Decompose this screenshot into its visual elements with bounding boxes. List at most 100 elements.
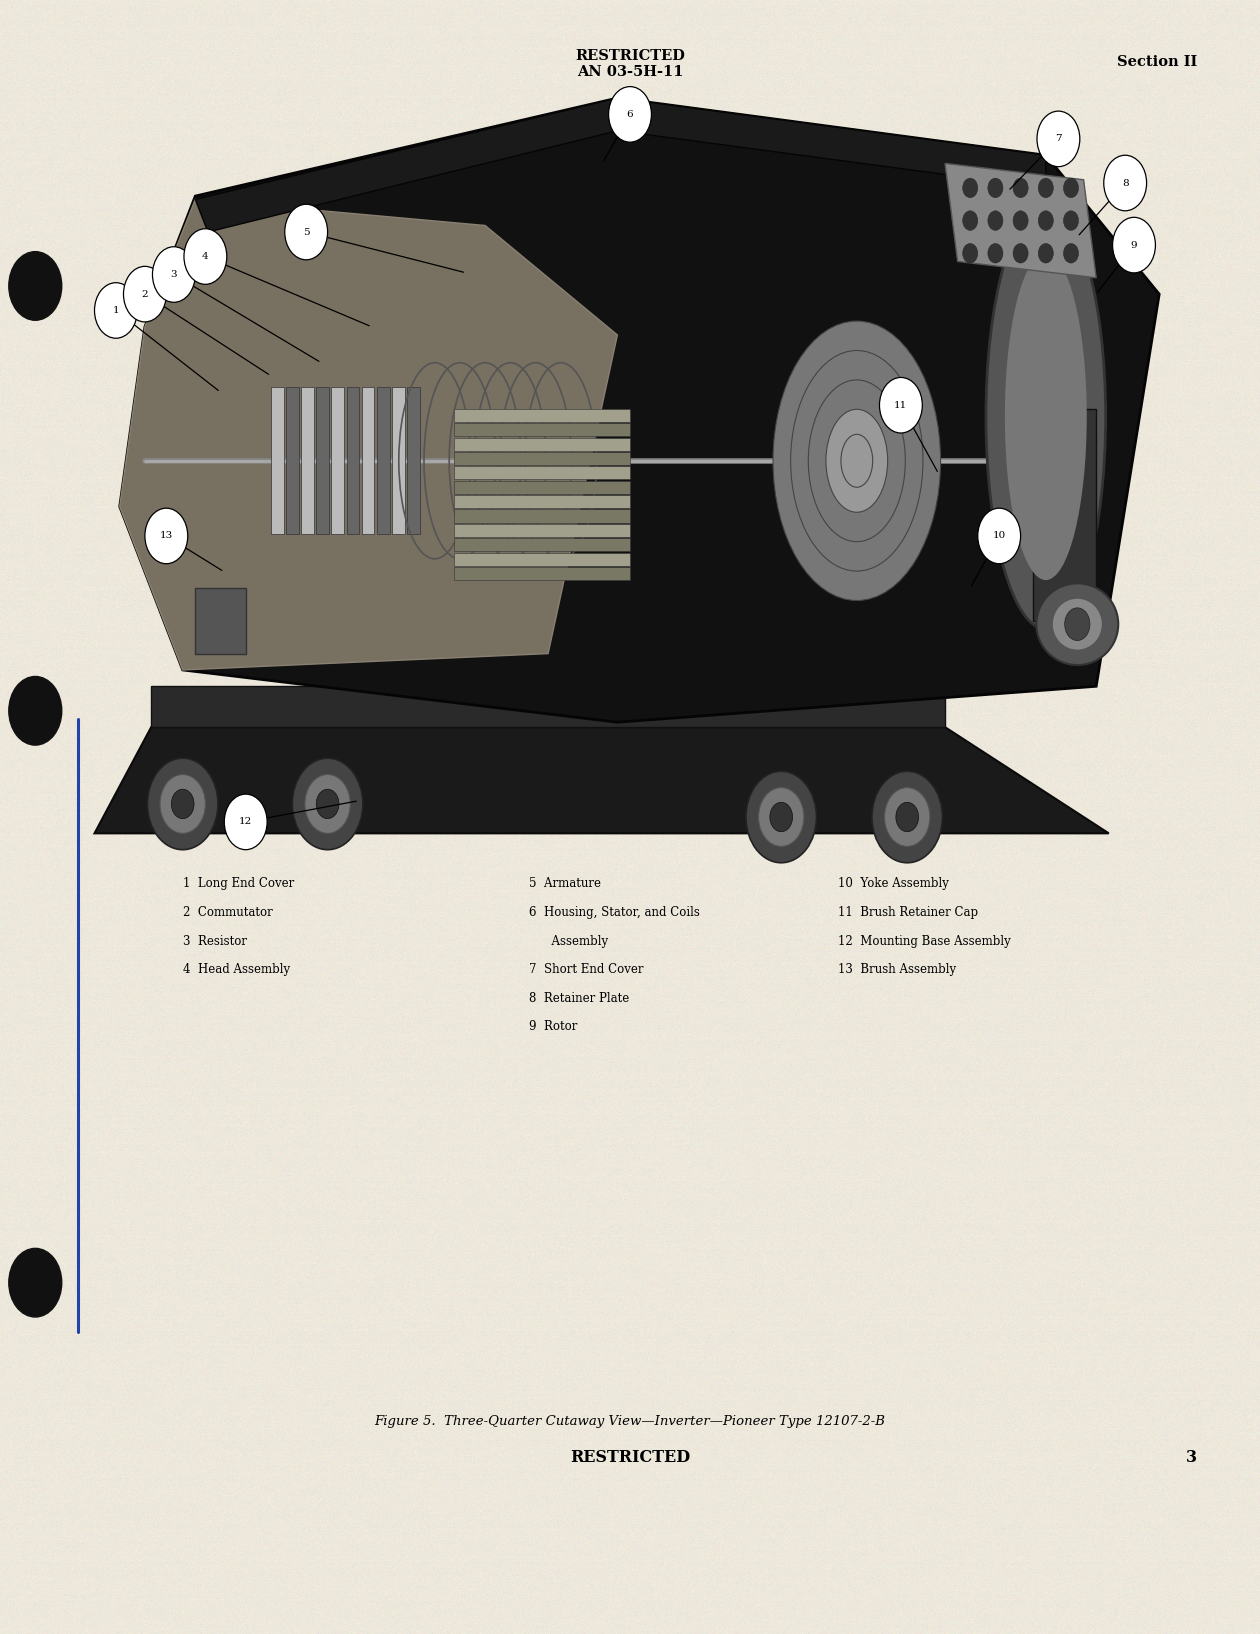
Polygon shape <box>94 727 1109 833</box>
Text: Section II: Section II <box>1116 56 1197 69</box>
Text: 9: 9 <box>1130 240 1138 250</box>
Polygon shape <box>945 163 1096 278</box>
Bar <box>392 387 404 534</box>
Circle shape <box>988 178 1003 198</box>
Polygon shape <box>120 98 1159 722</box>
Circle shape <box>171 789 194 819</box>
Circle shape <box>9 676 62 745</box>
Text: RESTRICTED: RESTRICTED <box>570 1449 690 1466</box>
Text: AN 03-5H-11: AN 03-5H-11 <box>577 65 683 78</box>
Bar <box>454 552 630 565</box>
Text: 8: 8 <box>1121 178 1129 188</box>
Circle shape <box>160 775 205 833</box>
Text: 13  Brush Assembly: 13 Brush Assembly <box>838 964 956 975</box>
Text: 13: 13 <box>160 531 173 541</box>
Circle shape <box>152 247 195 302</box>
Circle shape <box>885 788 930 846</box>
Ellipse shape <box>774 320 941 601</box>
Ellipse shape <box>827 410 887 513</box>
Circle shape <box>145 508 188 564</box>
Circle shape <box>9 1248 62 1317</box>
Circle shape <box>305 775 350 833</box>
Bar <box>454 466 630 479</box>
Circle shape <box>988 211 1003 230</box>
Text: 1: 1 <box>112 306 120 315</box>
Circle shape <box>1063 178 1079 198</box>
Bar <box>362 387 374 534</box>
Circle shape <box>1104 155 1147 211</box>
Bar <box>454 480 630 493</box>
Polygon shape <box>1033 408 1096 621</box>
Text: 3  Resistor: 3 Resistor <box>183 935 247 948</box>
Text: 6  Housing, Stator, and Coils: 6 Housing, Stator, and Coils <box>529 905 701 918</box>
Bar <box>454 525 630 538</box>
Text: 8  Retainer Plate: 8 Retainer Plate <box>529 992 630 1005</box>
Polygon shape <box>120 199 617 670</box>
Bar <box>407 387 420 534</box>
Circle shape <box>1038 211 1053 230</box>
Circle shape <box>292 758 363 850</box>
Circle shape <box>1065 608 1090 641</box>
Circle shape <box>123 266 166 322</box>
Bar <box>454 510 630 523</box>
Bar <box>454 567 630 580</box>
Text: 3: 3 <box>170 270 178 279</box>
Circle shape <box>872 771 942 863</box>
Polygon shape <box>195 588 246 654</box>
Text: 2  Commutator: 2 Commutator <box>183 905 272 918</box>
Bar <box>454 408 630 422</box>
Bar <box>346 387 359 534</box>
Ellipse shape <box>791 351 922 572</box>
Ellipse shape <box>1036 583 1119 665</box>
Circle shape <box>9 252 62 320</box>
Circle shape <box>1013 211 1028 230</box>
Text: 3: 3 <box>1186 1449 1197 1466</box>
Polygon shape <box>151 686 945 727</box>
Text: 5  Armature: 5 Armature <box>529 877 601 891</box>
Circle shape <box>1013 178 1028 198</box>
Circle shape <box>896 802 919 832</box>
Text: Assembly: Assembly <box>529 935 609 948</box>
Ellipse shape <box>1052 598 1102 650</box>
Ellipse shape <box>1004 253 1086 580</box>
Circle shape <box>285 204 328 260</box>
Circle shape <box>1063 243 1079 263</box>
Circle shape <box>1063 211 1079 230</box>
Text: Figure 5.  Three-Quarter Cutaway View—Inverter—Pioneer Type 12107-2-B: Figure 5. Three-Quarter Cutaway View—Inv… <box>374 1415 886 1428</box>
Circle shape <box>224 794 267 850</box>
Bar <box>377 387 389 534</box>
Circle shape <box>1038 178 1053 198</box>
Bar <box>454 538 630 551</box>
Bar <box>454 495 630 508</box>
Circle shape <box>963 211 978 230</box>
Text: 10: 10 <box>993 531 1005 541</box>
Text: 5: 5 <box>302 227 310 237</box>
Text: 4: 4 <box>202 252 209 261</box>
Polygon shape <box>195 98 1046 232</box>
Ellipse shape <box>809 379 905 542</box>
Circle shape <box>963 243 978 263</box>
Bar <box>454 438 630 451</box>
Bar <box>301 387 314 534</box>
Circle shape <box>1038 243 1053 263</box>
Text: 2: 2 <box>141 289 149 299</box>
Circle shape <box>1113 217 1155 273</box>
Circle shape <box>746 771 816 863</box>
Circle shape <box>184 229 227 284</box>
Bar <box>316 387 329 534</box>
Circle shape <box>770 802 793 832</box>
Text: 11  Brush Retainer Cap: 11 Brush Retainer Cap <box>838 905 978 918</box>
Ellipse shape <box>840 435 873 487</box>
Circle shape <box>963 178 978 198</box>
Text: 11: 11 <box>895 400 907 410</box>
Text: 7  Short End Cover: 7 Short End Cover <box>529 964 644 975</box>
Circle shape <box>316 789 339 819</box>
Circle shape <box>1037 111 1080 167</box>
Circle shape <box>978 508 1021 564</box>
Bar <box>331 387 344 534</box>
Text: 9  Rotor: 9 Rotor <box>529 1020 577 1033</box>
Text: 12  Mounting Base Assembly: 12 Mounting Base Assembly <box>838 935 1011 948</box>
Circle shape <box>988 243 1003 263</box>
Circle shape <box>94 283 137 338</box>
Circle shape <box>879 377 922 433</box>
